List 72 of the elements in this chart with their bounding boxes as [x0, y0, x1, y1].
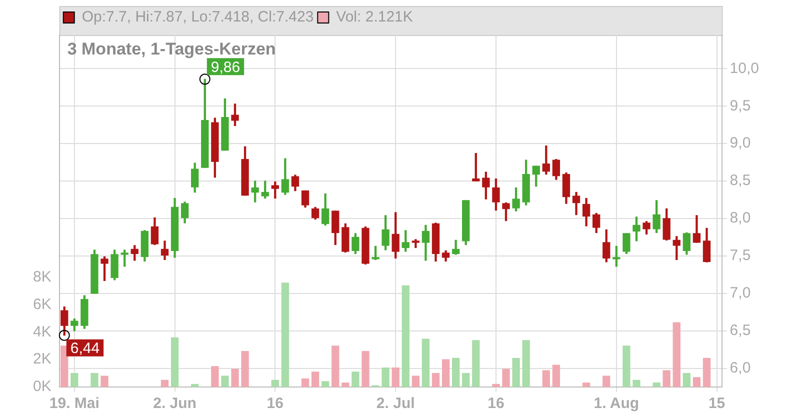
- bar: [392, 367, 400, 387]
- bar: [682, 372, 691, 387]
- x-tick-label: 2. Jun: [153, 395, 196, 412]
- x-tick-label: 15: [708, 395, 726, 412]
- bar: [632, 380, 640, 387]
- bar: [412, 376, 420, 387]
- bar: [342, 382, 350, 387]
- bar: [211, 366, 219, 387]
- y2-tick-label: 0K: [32, 378, 52, 396]
- bar: [231, 368, 239, 387]
- chart-title: 3 Monate, 1-Tages-Kerzen: [67, 40, 276, 59]
- bar: [311, 372, 320, 387]
- bar: [702, 358, 711, 387]
- bar: [472, 340, 480, 387]
- bar: [382, 367, 390, 387]
- bar: [90, 372, 98, 387]
- bar: [301, 378, 310, 387]
- y-tick-label: 7,5: [730, 247, 751, 264]
- bar: [602, 376, 610, 387]
- bar: [442, 359, 450, 387]
- bar: [512, 358, 520, 387]
- bar: [662, 370, 670, 387]
- bar: [170, 337, 179, 387]
- x-tick-label: 2. Jul: [376, 395, 415, 412]
- bar: [322, 381, 330, 387]
- bar: [552, 364, 560, 387]
- x-tick-label: 16: [266, 395, 284, 412]
- y-tick-label: 9,0: [730, 134, 751, 152]
- bar: [70, 372, 78, 387]
- x-tick-label: 1. Aug: [594, 395, 640, 412]
- bar: [492, 384, 500, 387]
- bar: [502, 368, 510, 387]
- y2-tick-label: 8K: [32, 268, 52, 286]
- bar: [241, 351, 249, 387]
- bar: [652, 382, 660, 387]
- bar: [432, 372, 440, 387]
- y-tick-label: 9,5: [730, 97, 751, 114]
- bar: [352, 372, 360, 387]
- x-tick-label: 19. Mai: [49, 395, 100, 412]
- y-tick-label: 7,0: [730, 284, 751, 302]
- legend-label: Vol: 2.121K: [336, 8, 413, 26]
- y2-tick-label: 6K: [32, 296, 52, 313]
- y-tick-label: 6,0: [730, 359, 751, 376]
- bar: [221, 376, 229, 387]
- legend-label: Op:7.7, Hi:7.87, Lo:7.418, Cl:7.423: [82, 8, 314, 26]
- bar: [452, 358, 460, 387]
- y-tick-label: 8,0: [730, 210, 751, 227]
- y2-tick-label: 4K: [32, 323, 52, 340]
- bar: [422, 338, 430, 387]
- y-tick-label: 10,0: [730, 60, 760, 77]
- bar: [271, 380, 279, 387]
- bar: [60, 346, 68, 387]
- bar: [281, 282, 290, 387]
- bar: [362, 351, 370, 387]
- bar: [582, 382, 590, 387]
- y-tick-label: 6,5: [730, 322, 751, 339]
- bar: [160, 380, 169, 387]
- bar: [622, 346, 630, 387]
- x-tick-label: 16: [488, 395, 504, 412]
- bar: [462, 372, 470, 387]
- bar: [672, 322, 680, 387]
- bar: [191, 384, 199, 387]
- data-label: 6,44: [70, 340, 100, 357]
- y-tick-label: 8,5: [730, 172, 751, 190]
- bar: [332, 346, 340, 387]
- y2-tick-label: 2K: [32, 350, 52, 368]
- bar: [522, 340, 530, 387]
- bar: [100, 376, 108, 387]
- bar: [542, 370, 550, 387]
- bar: [402, 285, 410, 387]
- bar: [692, 377, 701, 387]
- data-label: 9,86: [210, 58, 240, 76]
